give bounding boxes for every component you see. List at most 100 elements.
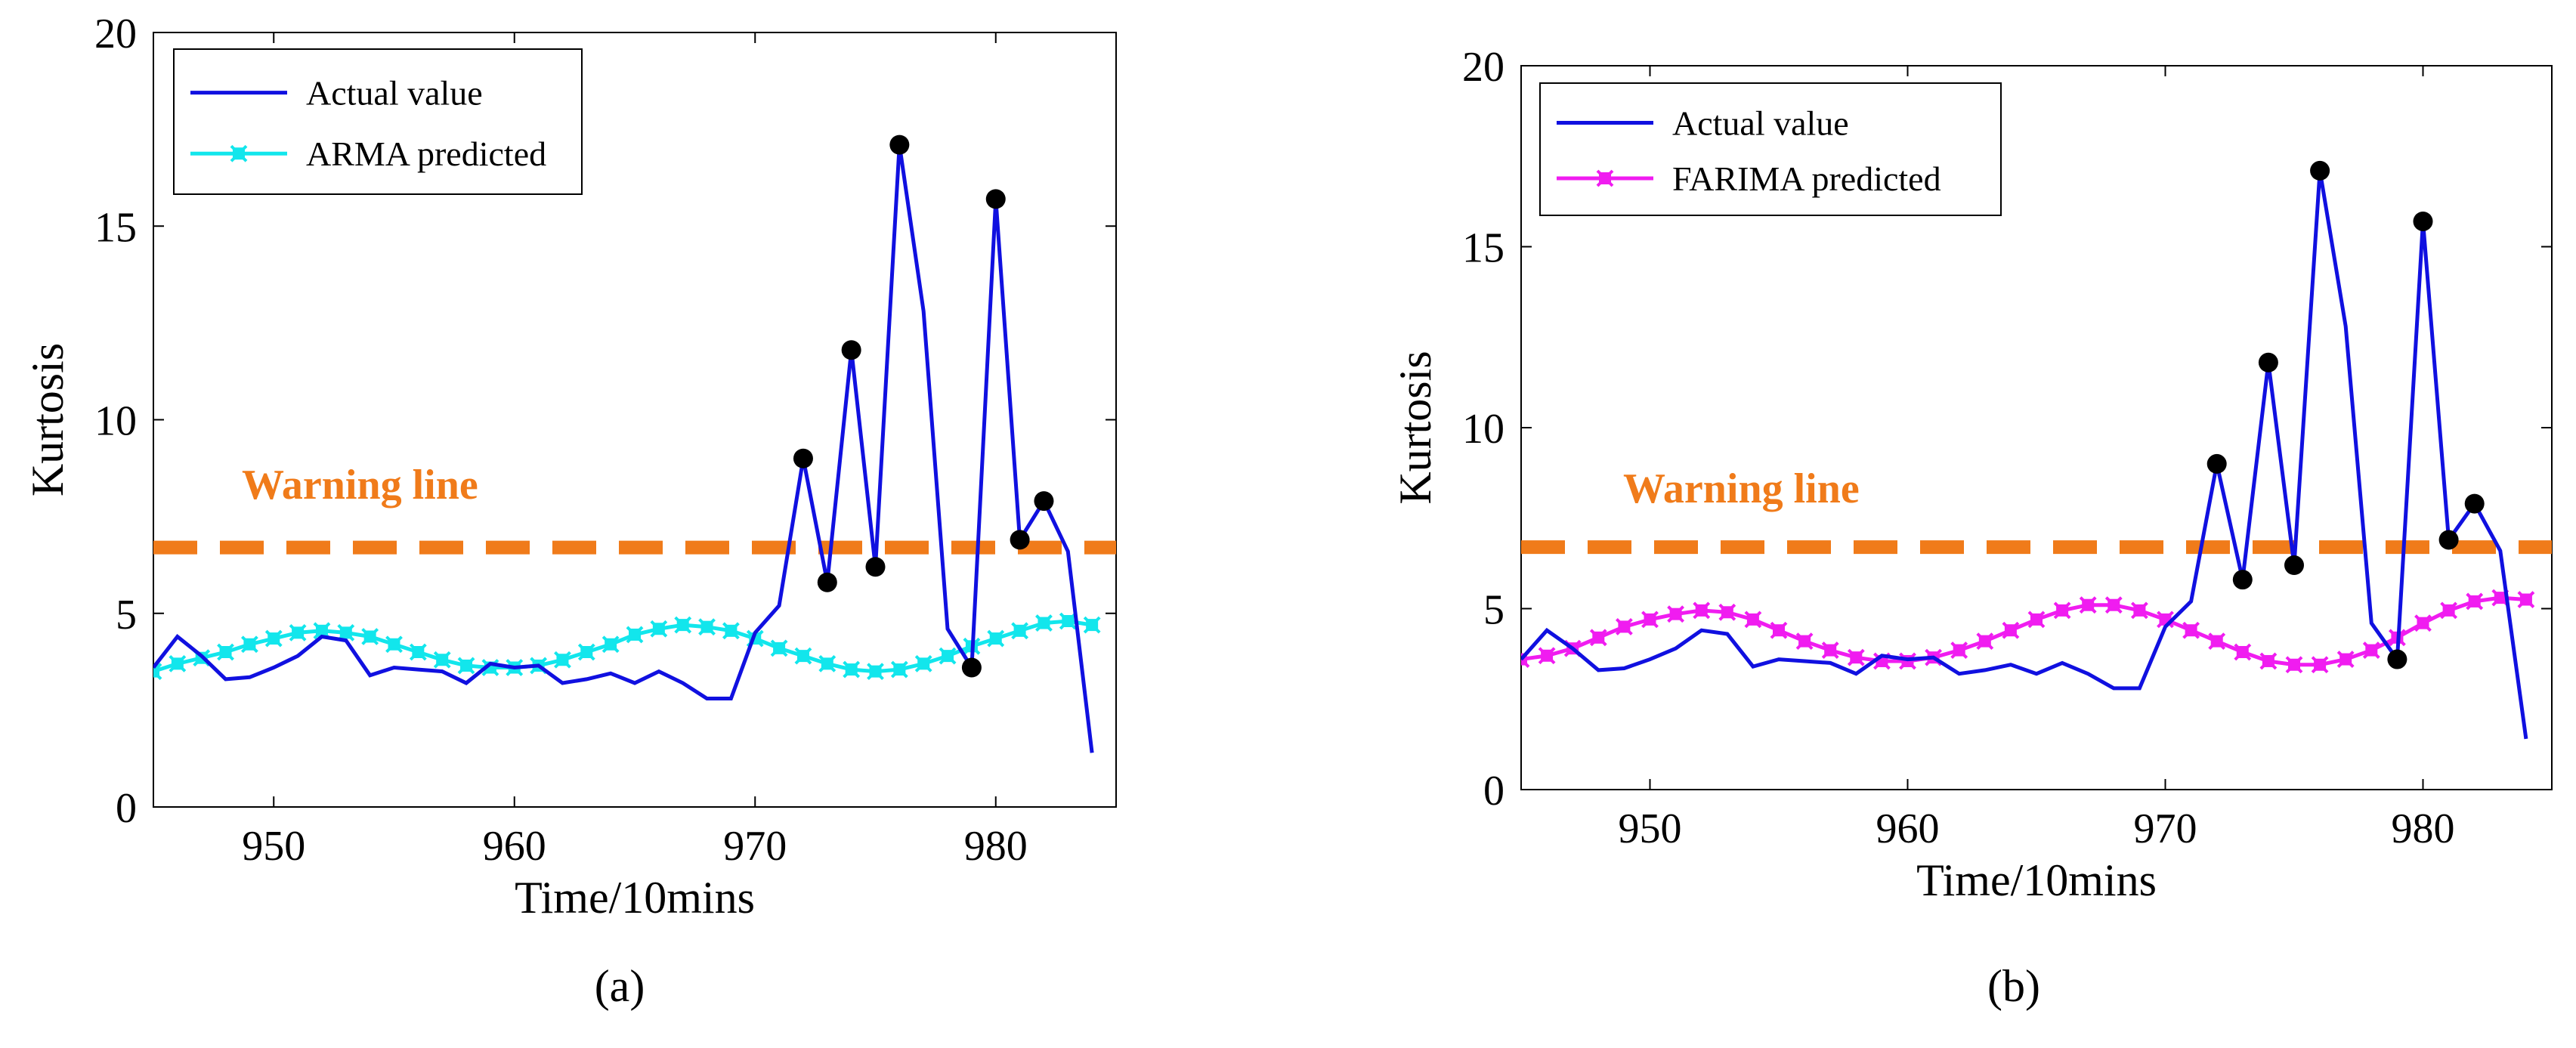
predicted-point (2311, 656, 2329, 674)
warning-line-label: Warning line (1623, 465, 1860, 512)
predicted-point (1770, 621, 1788, 639)
series-line-actual (1521, 170, 2528, 740)
predicted-point (1059, 612, 1077, 630)
predicted-point (554, 651, 571, 669)
series-line-predicted (153, 619, 1093, 674)
series-line-predicted (1521, 595, 2527, 667)
predicted-point (433, 651, 451, 669)
predicted-point (1615, 618, 1633, 635)
predicted-point (770, 639, 788, 657)
y-tick-label: 15 (1462, 225, 1504, 272)
y-tick-label: 10 (1462, 406, 1504, 453)
predicted-point (1950, 641, 1968, 659)
predicted-point (1667, 605, 1685, 623)
y-tick-label: 10 (94, 398, 137, 445)
alarm-point (2464, 493, 2485, 514)
legend-label-actual: Actual value (306, 74, 483, 113)
alarm-point (961, 657, 982, 678)
predicted-point (1744, 611, 1762, 629)
predicted-point (169, 654, 187, 672)
alarm-point (865, 557, 886, 577)
predicted-point (1035, 614, 1053, 632)
predicted-point (1083, 616, 1101, 634)
alarm-point (2413, 211, 2433, 231)
predicted-point (1589, 629, 1607, 647)
legend-label-predicted: FARIMA predicted (1672, 159, 1941, 198)
predicted-point (843, 660, 861, 679)
predicted-point (2414, 614, 2432, 632)
predicted-point (240, 635, 258, 654)
y-tick-label: 0 (116, 785, 137, 832)
x-axis-label: Time/10mins (1916, 855, 2157, 905)
x-axis-label: Time/10mins (515, 873, 755, 923)
legend: Actual value ARMA predicted (173, 48, 583, 195)
predicted-point (1795, 632, 1814, 651)
predicted-point (626, 626, 644, 644)
predicted-point (457, 657, 475, 675)
predicted-point (2002, 621, 2020, 639)
alarm-point (2310, 160, 2330, 181)
predicted-point (409, 643, 427, 661)
predicted-point (1821, 641, 1839, 659)
predicted-point (867, 663, 884, 681)
predicted-point (1693, 601, 1711, 620)
predicted-point (1641, 611, 1659, 629)
y-tick-label: 20 (94, 11, 137, 57)
panel-label: (a) (595, 961, 645, 1011)
predicted-point (2182, 621, 2200, 639)
predicted-point (2336, 651, 2355, 668)
chart-panel-a: 0 5 10 15 20 950 960 970 980 Time/10mins Kurtosis (… (23, 11, 1117, 1011)
predicted-point (385, 635, 403, 654)
y-tick-label: 5 (1483, 587, 1504, 634)
alarm-point (2232, 570, 2253, 590)
predicted-point (698, 618, 716, 636)
predicted-point (722, 622, 740, 640)
predicted-point (1976, 632, 1994, 651)
alarm-point (793, 448, 813, 468)
predicted-point (2027, 611, 2046, 629)
plot-area (1521, 160, 2552, 740)
predicted-point (2440, 601, 2458, 620)
x-tick-label: 950 (1619, 805, 1682, 852)
legend-box (173, 48, 583, 195)
alarm-point (2284, 555, 2304, 576)
y-axis-label: Kurtosis (1390, 351, 1440, 504)
y-tick-label: 20 (1462, 44, 1504, 91)
predicted-point (577, 643, 595, 661)
predicted-point (2053, 601, 2071, 620)
x-tick-label: 970 (2134, 805, 2197, 852)
predicted-point (2208, 632, 2226, 651)
predicted-point (939, 647, 957, 665)
y-tick-label: 5 (116, 592, 137, 638)
x-tick-label: 980 (964, 823, 1028, 870)
x-tick-label: 960 (1876, 805, 1940, 852)
predicted-point (1718, 603, 1736, 621)
predicted-point (1847, 648, 1865, 666)
legend-label-predicted: ARMA predicted (306, 134, 546, 173)
predicted-point (2130, 601, 2148, 620)
alarm-point (841, 340, 861, 360)
predicted-point (2234, 643, 2252, 661)
legend-box (1539, 82, 2002, 216)
legend: Actual value FARIMA predicted (1539, 82, 2002, 216)
plot-area (153, 134, 1116, 753)
series-line-actual (153, 144, 1094, 753)
predicted-point (890, 660, 908, 679)
predicted-point (794, 647, 812, 665)
predicted-point (2517, 591, 2535, 608)
alarm-point (2387, 649, 2407, 669)
predicted-point (217, 643, 234, 661)
alarm-point (2438, 530, 2459, 550)
predicted-point (1538, 647, 1556, 665)
predicted-point (2466, 592, 2484, 611)
predicted-point (361, 628, 379, 645)
predicted-point (601, 635, 620, 654)
x-tick-label: 950 (242, 823, 305, 870)
predicted-point (2362, 641, 2380, 659)
legend-marker-predicted (230, 144, 248, 162)
predicted-point (2285, 656, 2303, 674)
predicted-point (914, 654, 932, 672)
predicted-point (987, 629, 1005, 648)
predicted-point (264, 629, 283, 648)
